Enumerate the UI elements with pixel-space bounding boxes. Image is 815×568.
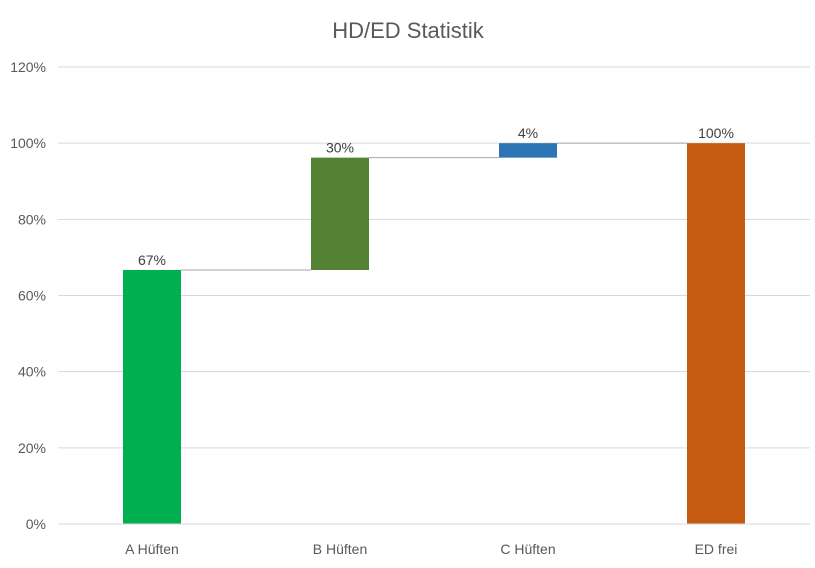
y-tick-label: 60% bbox=[18, 288, 46, 304]
bar-b-h-ften bbox=[311, 157, 369, 270]
connector-lines bbox=[181, 142, 687, 271]
bars bbox=[123, 143, 745, 524]
x-axis-category-labels: A Hüften B Hüften C Hüften ED frei bbox=[125, 541, 737, 557]
bar-c-h-ften bbox=[499, 143, 557, 158]
y-tick-label: 120% bbox=[10, 59, 46, 75]
data-label: 67% bbox=[138, 252, 166, 268]
data-label: 30% bbox=[326, 140, 354, 156]
y-tick-label: 40% bbox=[18, 364, 46, 380]
chart-title: HD/ED Statistik bbox=[332, 18, 485, 43]
x-category-label: B Hüften bbox=[313, 541, 367, 557]
data-labels: 67% 30% 4% 100% bbox=[138, 125, 734, 268]
x-category-label: A Hüften bbox=[125, 541, 179, 557]
y-tick-label: 0% bbox=[26, 516, 46, 532]
data-label: 100% bbox=[698, 125, 734, 141]
data-label: 4% bbox=[518, 125, 538, 141]
y-tick-label: 20% bbox=[18, 440, 46, 456]
bar-a-h-ften bbox=[123, 269, 181, 524]
bar-ed-frei bbox=[687, 143, 745, 524]
y-axis-tick-labels: 0% 20% 40% 60% 80% 100% 120% bbox=[10, 59, 46, 532]
x-category-label: ED frei bbox=[695, 541, 738, 557]
x-category-label: C Hüften bbox=[500, 541, 555, 557]
gridlines bbox=[58, 66, 810, 449]
y-tick-label: 100% bbox=[10, 135, 46, 151]
y-tick-label: 80% bbox=[18, 211, 46, 227]
